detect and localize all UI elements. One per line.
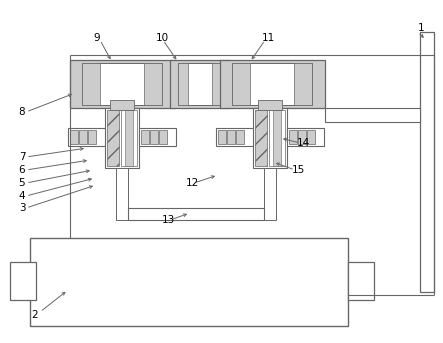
- Text: 13: 13: [161, 215, 175, 225]
- Bar: [10, 262, 36, 300]
- Bar: [348, 262, 374, 300]
- Bar: [116, 168, 128, 220]
- Bar: [258, 100, 282, 110]
- Bar: [170, 60, 230, 108]
- Bar: [82, 63, 100, 105]
- Bar: [232, 63, 250, 105]
- Bar: [110, 100, 134, 110]
- Bar: [287, 128, 324, 146]
- Bar: [294, 63, 312, 105]
- Text: 10: 10: [155, 33, 169, 43]
- Text: 4: 4: [19, 191, 25, 201]
- Bar: [255, 110, 267, 166]
- Text: 12: 12: [185, 178, 198, 188]
- Bar: [212, 63, 222, 105]
- Bar: [30, 238, 348, 326]
- Bar: [269, 110, 285, 166]
- Bar: [150, 130, 158, 144]
- Text: 15: 15: [291, 165, 305, 175]
- Text: 8: 8: [19, 107, 25, 117]
- Bar: [159, 130, 167, 144]
- Bar: [82, 63, 162, 105]
- Text: 6: 6: [19, 165, 25, 175]
- Text: 2: 2: [32, 310, 38, 320]
- Bar: [107, 110, 119, 166]
- Bar: [178, 63, 188, 105]
- Bar: [264, 168, 276, 220]
- Bar: [298, 130, 306, 144]
- Bar: [141, 130, 149, 144]
- Text: 3: 3: [19, 203, 25, 213]
- Bar: [232, 63, 312, 105]
- Bar: [144, 63, 162, 105]
- Bar: [307, 130, 315, 144]
- Bar: [227, 130, 235, 144]
- Bar: [105, 108, 139, 168]
- Bar: [88, 130, 96, 144]
- Bar: [79, 130, 87, 144]
- Bar: [236, 130, 244, 144]
- Bar: [325, 108, 420, 122]
- Bar: [128, 208, 264, 220]
- Text: 5: 5: [19, 178, 25, 188]
- Bar: [68, 128, 105, 146]
- Bar: [121, 110, 137, 166]
- Bar: [289, 130, 297, 144]
- Text: 11: 11: [261, 33, 275, 43]
- Bar: [420, 32, 434, 292]
- Bar: [125, 110, 133, 166]
- Bar: [178, 63, 222, 105]
- Bar: [253, 108, 287, 168]
- Bar: [273, 110, 281, 166]
- Text: 1: 1: [418, 23, 424, 33]
- Bar: [70, 130, 78, 144]
- Bar: [220, 60, 325, 108]
- Text: 9: 9: [93, 33, 100, 43]
- Bar: [218, 130, 226, 144]
- Text: 7: 7: [19, 152, 25, 162]
- Text: 14: 14: [296, 138, 310, 148]
- Bar: [139, 128, 176, 146]
- Bar: [70, 60, 175, 108]
- Bar: [216, 128, 253, 146]
